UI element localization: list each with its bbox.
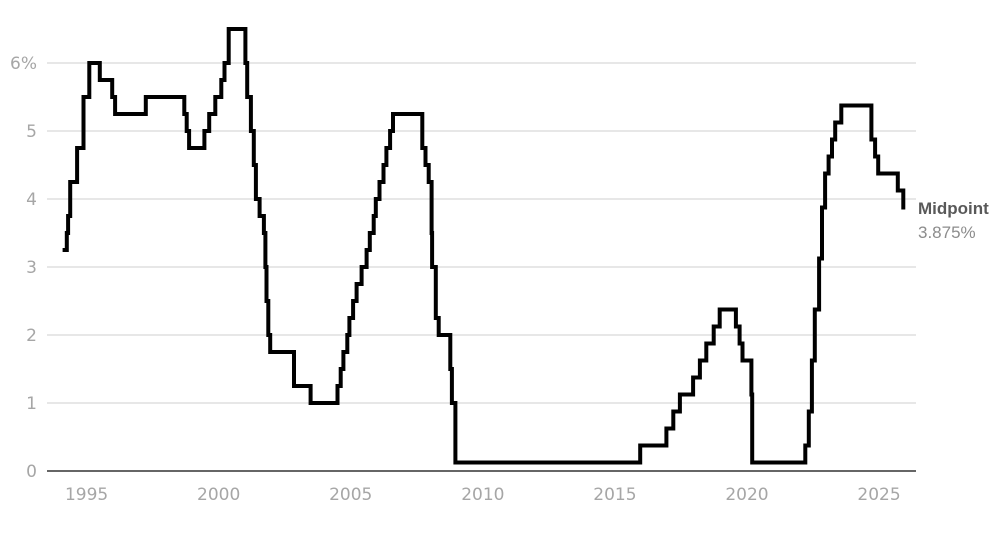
end-label: Midpoint 3.875% [918,199,989,242]
end-label-title: Midpoint [918,199,989,218]
x-axis-tick-labels: 1995 2000 2005 2010 2015 2020 2025 [65,485,901,505]
y-tick-label: 1 [26,394,37,414]
x-tick-label: 2015 [593,485,636,505]
series-group [62,27,906,465]
x-tick-label: 2010 [461,485,504,505]
x-tick-label: 2000 [197,485,240,505]
y-tick-label: 2 [26,326,37,346]
series-line-0 [62,27,906,465]
grid-lines [47,62,916,404]
y-axis-tick-labels: 0 1 2 3 4 5 6% [10,54,37,482]
x-tick-label: 1995 [65,485,108,505]
y-tick-label: 3 [26,258,37,278]
y-tick-label: 6% [10,54,37,74]
x-tick-label: 2005 [329,485,372,505]
y-tick-label: 4 [26,190,37,210]
x-tick-label: 2020 [725,485,768,505]
y-tick-label: 5 [26,122,37,142]
x-tick-label: 2025 [857,485,900,505]
y-tick-label: 0 [26,462,37,482]
end-label-value: 3.875% [918,223,976,242]
